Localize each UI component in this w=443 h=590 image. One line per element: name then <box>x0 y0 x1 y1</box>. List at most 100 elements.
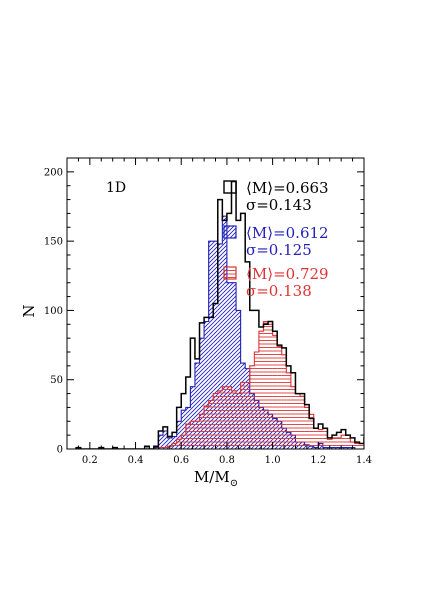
x-axis-label-main: M/M <box>194 468 230 486</box>
histogram-bar <box>245 382 250 449</box>
histogram-bar <box>226 386 232 449</box>
histogram-bar <box>226 282 232 449</box>
histogram-bar <box>286 372 291 449</box>
histogram-bar <box>217 243 223 449</box>
histogram-bar <box>181 410 186 449</box>
histogram-bar <box>318 429 323 449</box>
histogram-bar <box>158 447 163 449</box>
y-tick-label: 50 <box>50 375 63 386</box>
histogram-bar <box>272 335 278 449</box>
histogram-bar <box>162 447 168 449</box>
histogram-bar <box>158 435 163 449</box>
histogram-bar <box>359 443 364 449</box>
x-tick-label: 1.2 <box>310 455 326 466</box>
x-tick-label: 0.2 <box>82 455 98 466</box>
histogram-bar <box>401 445 406 449</box>
legend-mean-red: ⟨M⟩=0.729 <box>246 265 329 283</box>
histogram-bar <box>249 365 255 449</box>
histogram-bar <box>410 448 415 449</box>
histogram-bar <box>222 216 227 449</box>
histogram-bar <box>300 396 305 449</box>
legend-mean-blue: ⟨M⟩=0.612 <box>246 224 329 242</box>
histogram-bar <box>172 443 177 449</box>
histogram-bar <box>181 435 186 449</box>
x-tick-label: 1.4 <box>356 455 372 466</box>
histogram-bar <box>199 414 205 449</box>
series-total <box>75 180 364 449</box>
histogram-bar <box>309 414 314 449</box>
y-tick-label: 150 <box>44 237 63 248</box>
histogram-bar <box>295 393 301 449</box>
histogram-bar <box>364 438 369 449</box>
legend-swatch-total <box>223 180 237 194</box>
histogram-series <box>75 180 415 449</box>
histogram-bar <box>153 447 159 449</box>
histogram-bar <box>382 446 387 449</box>
histogram-bar <box>236 393 241 449</box>
histogram-bar <box>336 437 342 449</box>
histogram-bar <box>199 338 205 449</box>
histogram-bar <box>410 448 415 449</box>
histogram-bar <box>167 437 173 449</box>
histogram-bar <box>217 390 223 449</box>
histogram-bar <box>254 352 259 449</box>
histogram-bar <box>290 386 296 449</box>
histogram-bar <box>162 430 168 449</box>
histogram-bar <box>231 282 237 449</box>
x-tick-label: 1.0 <box>265 455 281 466</box>
histogram-bar <box>231 390 237 449</box>
histogram-bar <box>401 448 406 449</box>
histogram-bar <box>190 386 195 449</box>
histogram-bar <box>258 331 264 449</box>
histogram-bar <box>387 448 392 449</box>
histogram-bar <box>378 443 383 449</box>
histogram-bar <box>204 406 209 449</box>
histogram-bar <box>208 400 214 449</box>
y-tick-label: 100 <box>44 306 63 317</box>
x-tick-label: 0.6 <box>173 455 189 466</box>
histogram-outline <box>75 180 364 449</box>
legend-sigma-total: σ=0.143 <box>246 196 312 214</box>
histogram-bar <box>322 428 328 449</box>
histogram-bar <box>345 435 351 449</box>
histogram-bar <box>190 421 195 449</box>
legend-sigma-red: σ=0.138 <box>246 282 312 300</box>
histogram-bar <box>387 445 392 449</box>
histogram-bar <box>213 241 218 449</box>
series-hatch-horizontal <box>75 320 415 449</box>
panel-label: 1D <box>106 180 126 196</box>
histogram-bar <box>304 407 310 449</box>
histogram-bar <box>341 435 346 449</box>
x-axis-label-subscript: ⊙ <box>230 478 238 489</box>
histogram-bar <box>268 324 273 449</box>
legend-swatch-blue <box>223 225 237 239</box>
y-tick-label: 0 <box>57 445 63 456</box>
histogram-bar <box>364 448 369 449</box>
legend-swatch-red <box>223 266 237 280</box>
legend-mean-total: ⟨M⟩=0.663 <box>246 179 329 197</box>
histogram-bar <box>281 354 287 449</box>
histogram-bar <box>277 346 282 449</box>
histogram-bar <box>327 439 333 449</box>
histogram-bar <box>176 439 182 449</box>
histogram-bar <box>405 446 410 449</box>
histogram-bar <box>185 424 191 449</box>
histogram-bar <box>194 363 200 449</box>
histogram-bar <box>354 443 360 449</box>
x-axis-label: M/M⊙ <box>194 468 238 489</box>
histogram-bar <box>369 445 374 449</box>
histogram-bar <box>222 386 227 449</box>
x-tick-label: 0.4 <box>128 455 144 466</box>
histogram-bar <box>240 382 246 449</box>
axis-ticks: 0.2 0.4 0.6 0.8 1.0 1.2 1.4 0 50 100 150 200 <box>44 157 372 466</box>
legend: ⟨M⟩=0.663 σ=0.143 ⟨M⟩=0.612 σ=0.125 ⟨M⟩=… <box>223 179 329 300</box>
histogram-bar <box>194 421 200 449</box>
histogram-bar <box>396 446 401 449</box>
histogram-bar <box>263 321 269 449</box>
histogram-bar <box>204 321 209 449</box>
y-tick-label: 200 <box>44 167 63 178</box>
legend-sigma-blue: σ=0.125 <box>246 241 312 259</box>
histogram-bar <box>208 241 214 449</box>
histogram-bar <box>172 436 177 449</box>
